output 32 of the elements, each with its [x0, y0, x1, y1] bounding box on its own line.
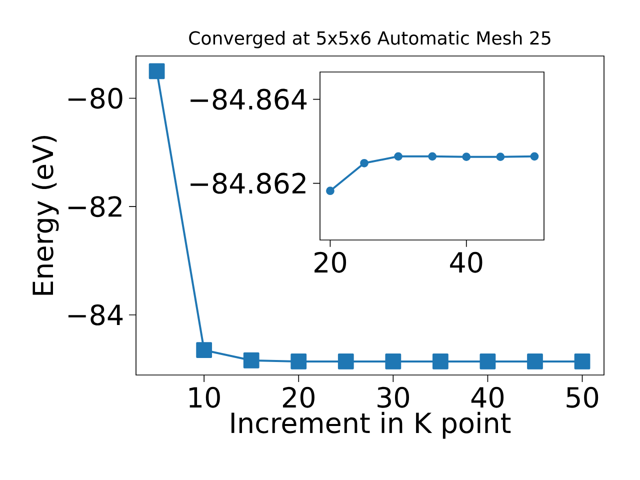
- point: [530, 152, 539, 161]
- y-tick-label: −80: [68, 88, 122, 109]
- point: [196, 342, 212, 358]
- point: [428, 152, 437, 161]
- point: [496, 152, 505, 162]
- point: [290, 354, 307, 370]
- y-axis-title: Energy (eV): [32, 136, 59, 295]
- point: [462, 152, 471, 162]
- x-tick-label: 10: [189, 386, 220, 408]
- x-tick-label: 20: [282, 386, 314, 408]
- point: [243, 352, 260, 368]
- x-tick-label: 40: [450, 252, 482, 273]
- chart-title: Converged at 5x5x6 Automatic Mesh 25: [189, 30, 550, 48]
- x-tick-label: 30: [378, 386, 409, 408]
- point: [148, 63, 165, 80]
- point: [432, 354, 448, 370]
- point: [360, 158, 368, 168]
- y-tick-label: −82: [68, 196, 122, 218]
- y-tick-label: −84.864: [190, 88, 307, 110]
- point: [574, 354, 590, 370]
- point: [394, 152, 402, 161]
- point: [338, 354, 354, 370]
- point: [480, 354, 496, 370]
- y-tick-label: −84.862: [190, 172, 306, 194]
- x-tick-label: 40: [471, 386, 504, 408]
- y-tick-label: −84: [68, 304, 123, 326]
- point: [527, 354, 543, 370]
- point: [326, 186, 334, 196]
- x-axis-title: Increment in K point: [231, 412, 511, 439]
- point: [385, 354, 402, 370]
- x-tick-label: 50: [566, 386, 598, 408]
- x-tick-label: 20: [314, 252, 346, 273]
